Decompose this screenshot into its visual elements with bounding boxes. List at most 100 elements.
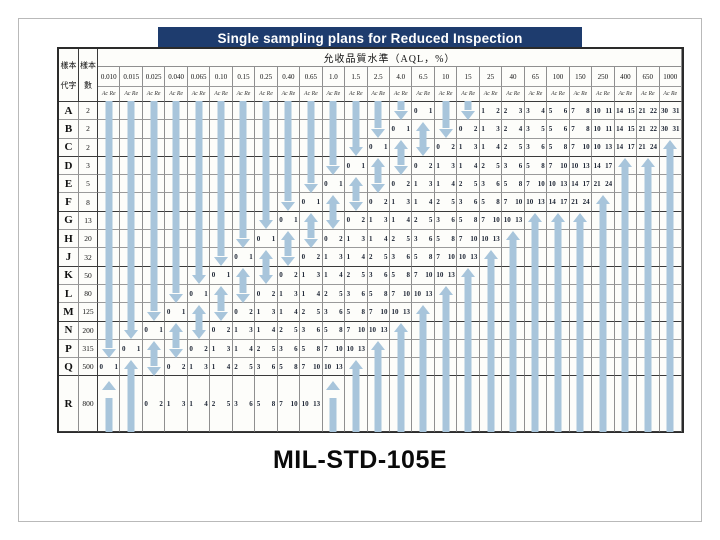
down-arrow-shaft-icon: [105, 247, 113, 267]
down-arrow-icon: [374, 174, 382, 184]
re-value: 4: [541, 106, 545, 115]
ac-re-subheader: Ac Re: [389, 87, 413, 102]
down-arrow-shaft-icon: [150, 283, 158, 304]
aql-column-header: 0.065: [187, 67, 211, 87]
plan-cell: [98, 210, 121, 231]
plan-cell: [659, 357, 682, 377]
re-value: 8: [473, 216, 478, 225]
down-arrow-shaft-icon: [284, 174, 292, 194]
ac-value: 0: [324, 179, 328, 188]
aql-column-header: 0.025: [142, 67, 166, 87]
down-arrow-shaft-icon: [150, 174, 158, 194]
down-arrow-head-icon: [191, 275, 206, 285]
plan-cell: [345, 358, 368, 377]
corner-sample-size-header: 樣本數: [79, 49, 98, 102]
down-arrow-shaft-icon: [105, 119, 113, 139]
plan-cell: [98, 302, 121, 322]
plan-cell: 7 10: [345, 321, 368, 340]
plan-cell: [322, 210, 346, 231]
down-arrow-shaft-icon: [217, 119, 225, 139]
up-arrow-shaft-icon: [419, 375, 427, 433]
ac-re-values: 7 10: [412, 271, 433, 279]
plan-cell: [165, 192, 188, 212]
up-arrow-shaft-icon: [509, 247, 517, 267]
down-arrow-head-icon: [326, 220, 341, 230]
plan-cell: [502, 320, 525, 340]
up-arrow-shaft-icon: [442, 302, 450, 322]
ac-value: 3: [526, 106, 530, 115]
down-arrow-shaft-icon: [105, 265, 113, 285]
ac-re-subheader: Ac Re: [434, 87, 458, 102]
ac-value: 0: [189, 344, 193, 353]
re-value: 13: [537, 198, 545, 207]
row-sample-size: 500: [79, 358, 98, 377]
re-value: 3: [226, 344, 231, 353]
re-value: 1: [361, 161, 366, 170]
ac-value: 3: [526, 124, 530, 133]
re-value: 8: [316, 344, 321, 353]
plan-cell: [659, 265, 682, 285]
ac-re-values: 7 10: [502, 198, 523, 206]
down-arrow-shaft-icon: [105, 101, 113, 121]
up-arrow-shaft-icon: [554, 247, 562, 267]
ac-value: 7: [526, 179, 530, 188]
up-arrow-icon: [374, 163, 382, 176]
re-value: 8: [541, 161, 545, 170]
re-value: 1: [339, 179, 343, 188]
ac-re-values: 10 11: [592, 125, 613, 133]
down-arrow-shaft-icon: [105, 155, 113, 176]
ac-value: 1: [436, 161, 440, 170]
ac-value: 7: [436, 253, 440, 262]
down-arrow-shaft-icon: [150, 101, 158, 121]
mil-std-caption: MIL-STD-105E: [272, 446, 448, 474]
up-arrow-shaft-icon: [644, 320, 652, 340]
plan-cell: [232, 101, 256, 121]
up-arrow-icon: [644, 163, 652, 176]
ac-value: 2: [256, 344, 261, 353]
plan-cell: [142, 229, 166, 249]
ac-value: 1: [324, 271, 328, 280]
re-value: 17: [627, 143, 635, 152]
ac-value: 10: [301, 399, 309, 408]
up-arrow-shaft-icon: [666, 320, 674, 340]
row-letter-P: P: [59, 339, 79, 359]
plan-cell: [232, 192, 256, 212]
plan-cell: [659, 174, 682, 194]
plan-cell: [434, 101, 458, 121]
down-arrow-shaft-icon: [239, 192, 247, 212]
row-letter-B: B: [59, 120, 79, 139]
up-arrow-shaft-icon: [509, 265, 517, 285]
plan-cell: [165, 321, 188, 340]
re-value: 6: [496, 179, 500, 188]
plan-cell: [592, 357, 615, 377]
ac-value: 2: [503, 106, 508, 115]
ac-value: 3: [526, 143, 530, 152]
plan-cell: [389, 155, 413, 176]
ac-re-values: 10 13: [390, 308, 411, 316]
plan-cell: [142, 357, 166, 377]
aql-column-header: 1.0: [322, 67, 346, 87]
plan-cell: [479, 265, 503, 285]
up-arrow-shaft-icon: [419, 357, 427, 377]
re-value: 6: [563, 106, 568, 115]
down-arrow-head-icon: [258, 275, 273, 285]
ac-re-values: 30 31: [660, 107, 681, 115]
re-value: 1: [316, 198, 321, 207]
plan-cell: [592, 338, 615, 359]
plan-cell: [187, 210, 211, 231]
re-value: 8: [361, 307, 366, 316]
ac-re-subheader: Ac Re: [345, 87, 368, 102]
